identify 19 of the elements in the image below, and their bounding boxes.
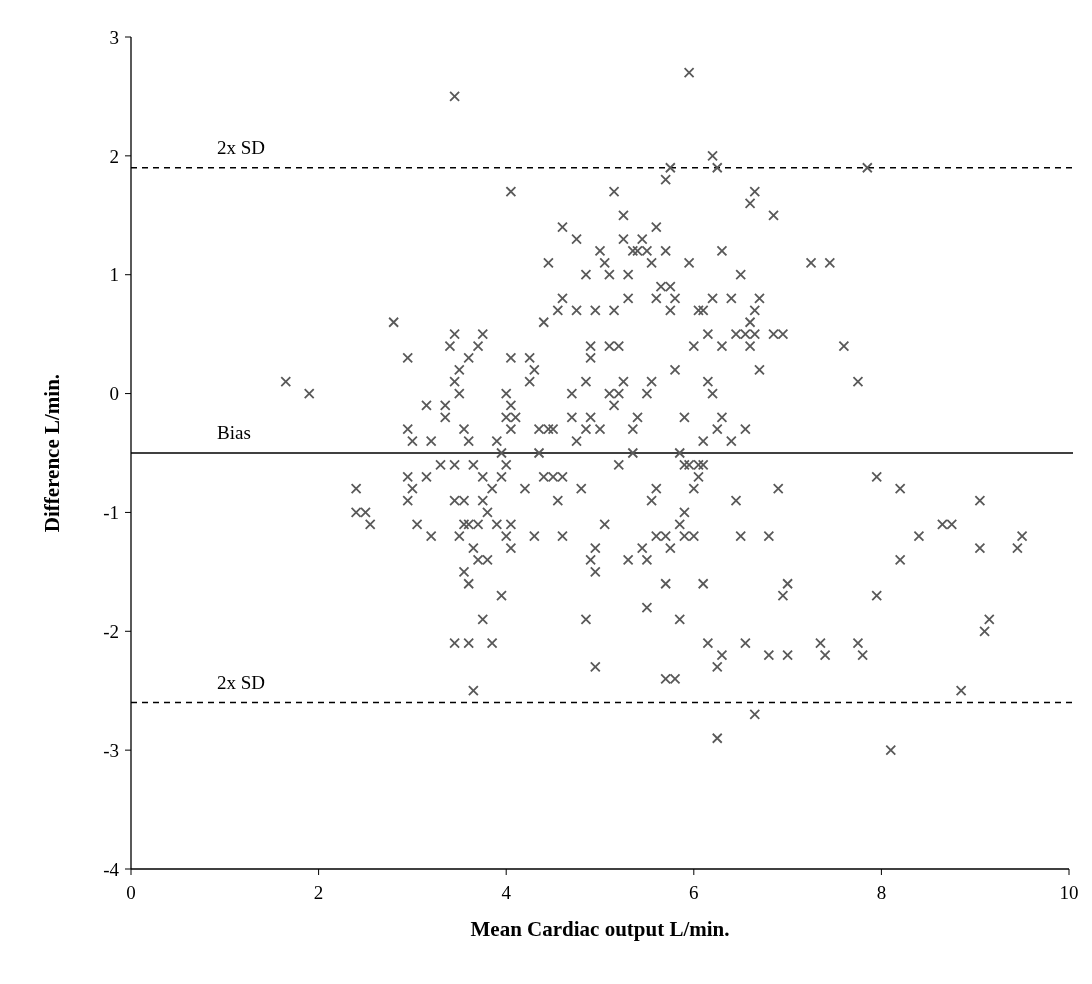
y-tick-label: -2 [103,620,119,642]
x-axis-title: Mean Cardiac output L/min. [470,917,730,941]
x-tick-label: 4 [501,882,512,903]
x-tick-label: 10 [1059,882,1079,903]
ref-line-label: Bias [217,422,251,443]
ref-line-label: 2x SD [217,671,266,693]
y-tick-label: 0 [109,383,119,405]
y-axis-title: Difference L/min. [40,373,64,533]
y-tick-label: -4 [103,858,120,880]
y-tick-label: 3 [109,26,119,48]
y-tick-label: 2 [109,145,119,167]
y-tick-label: -1 [103,502,119,524]
x-tick-label: 6 [689,882,699,903]
x-tick-label: 2 [313,882,324,903]
x-tick-label: 0 [126,882,136,903]
y-tick-label: 1 [109,264,119,286]
ref-line-label: 2x SD [217,136,266,158]
y-tick-label: -3 [103,739,119,761]
x-tick-label: 8 [876,882,887,903]
